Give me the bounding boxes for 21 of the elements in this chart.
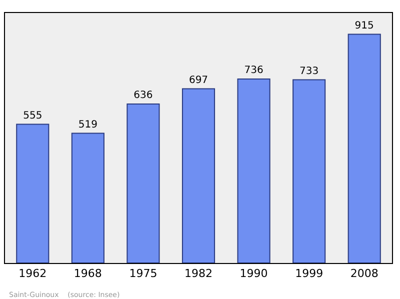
x-tick-label: 1982 [184,267,212,280]
x-tick-label: 2008 [350,267,378,280]
bar [126,104,160,263]
data-label: 733 [300,66,319,77]
x-tick-label: 1962 [18,267,47,280]
x-tick-label: 1999 [295,267,324,280]
data-label: 697 [188,74,208,86]
bar [16,124,50,263]
bar [292,79,326,263]
x-tick-label: 1968 [74,267,102,280]
data-label: 915 [354,20,374,32]
data-label: 636 [134,90,153,101]
data-label: 736 [244,65,264,76]
x-tick-label: 1975 [129,267,158,280]
data-label: 555 [23,110,42,122]
bar [71,132,104,263]
bar [348,34,381,263]
data-label: 519 [78,119,98,130]
x-tick-label: 1990 [240,267,268,280]
bar [237,78,270,263]
bar [182,88,216,263]
